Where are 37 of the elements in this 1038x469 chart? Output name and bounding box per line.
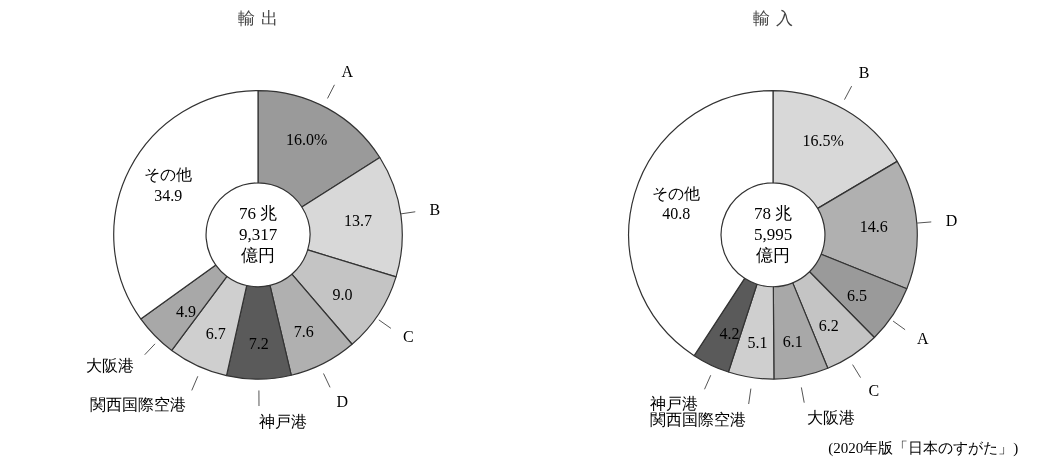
data-label: 4.9: [175, 302, 196, 320]
data-label: 6.5: [847, 286, 868, 304]
slice-label: A: [917, 329, 930, 347]
data-label: 34.9: [154, 186, 183, 204]
data-label: 13.7: [344, 211, 373, 229]
data-label: 6.2: [818, 317, 839, 335]
slice-label: C: [403, 328, 414, 346]
data-label: 6.7: [205, 325, 226, 343]
data-label: 7.6: [293, 323, 314, 341]
slice-label: B: [858, 64, 870, 82]
data-label: 7.2: [248, 335, 269, 353]
data-label: 4.2: [719, 324, 740, 342]
data-label: 9.0: [332, 285, 353, 303]
chart-title: 輸 入: [753, 7, 793, 28]
slice-label: 大阪港: [86, 357, 135, 375]
text: (2020年版「日本のすがた」): [828, 439, 1019, 457]
data-label: 6.1: [782, 333, 803, 351]
slice-label: D: [336, 392, 349, 410]
slice-label: 大阪港: [807, 409, 856, 427]
slice-label: その他: [144, 166, 193, 184]
slice-label: 神戸港: [650, 394, 699, 412]
text: 76 兆 9,317 億円: [238, 204, 278, 266]
slice-label: 神戸港: [259, 413, 308, 431]
data-label: 16.5%: [802, 131, 844, 149]
slice-label: 関西国際空港: [89, 396, 186, 414]
slice-label: その他: [652, 185, 701, 203]
slice-label: C: [868, 382, 880, 400]
data-label: 16.0%: [285, 130, 328, 148]
slice-label: 関西国際空港: [650, 410, 747, 428]
data-label: 40.8: [662, 205, 691, 223]
slice-label: B: [429, 201, 441, 219]
data-label: 5.1: [747, 333, 768, 351]
chart-title: 輸 出: [238, 7, 278, 28]
text: 78 兆 5,995 億円: [753, 204, 793, 266]
data-label: 14.6: [859, 218, 888, 236]
slice-label: A: [341, 62, 354, 80]
slice-label: D: [945, 212, 958, 230]
